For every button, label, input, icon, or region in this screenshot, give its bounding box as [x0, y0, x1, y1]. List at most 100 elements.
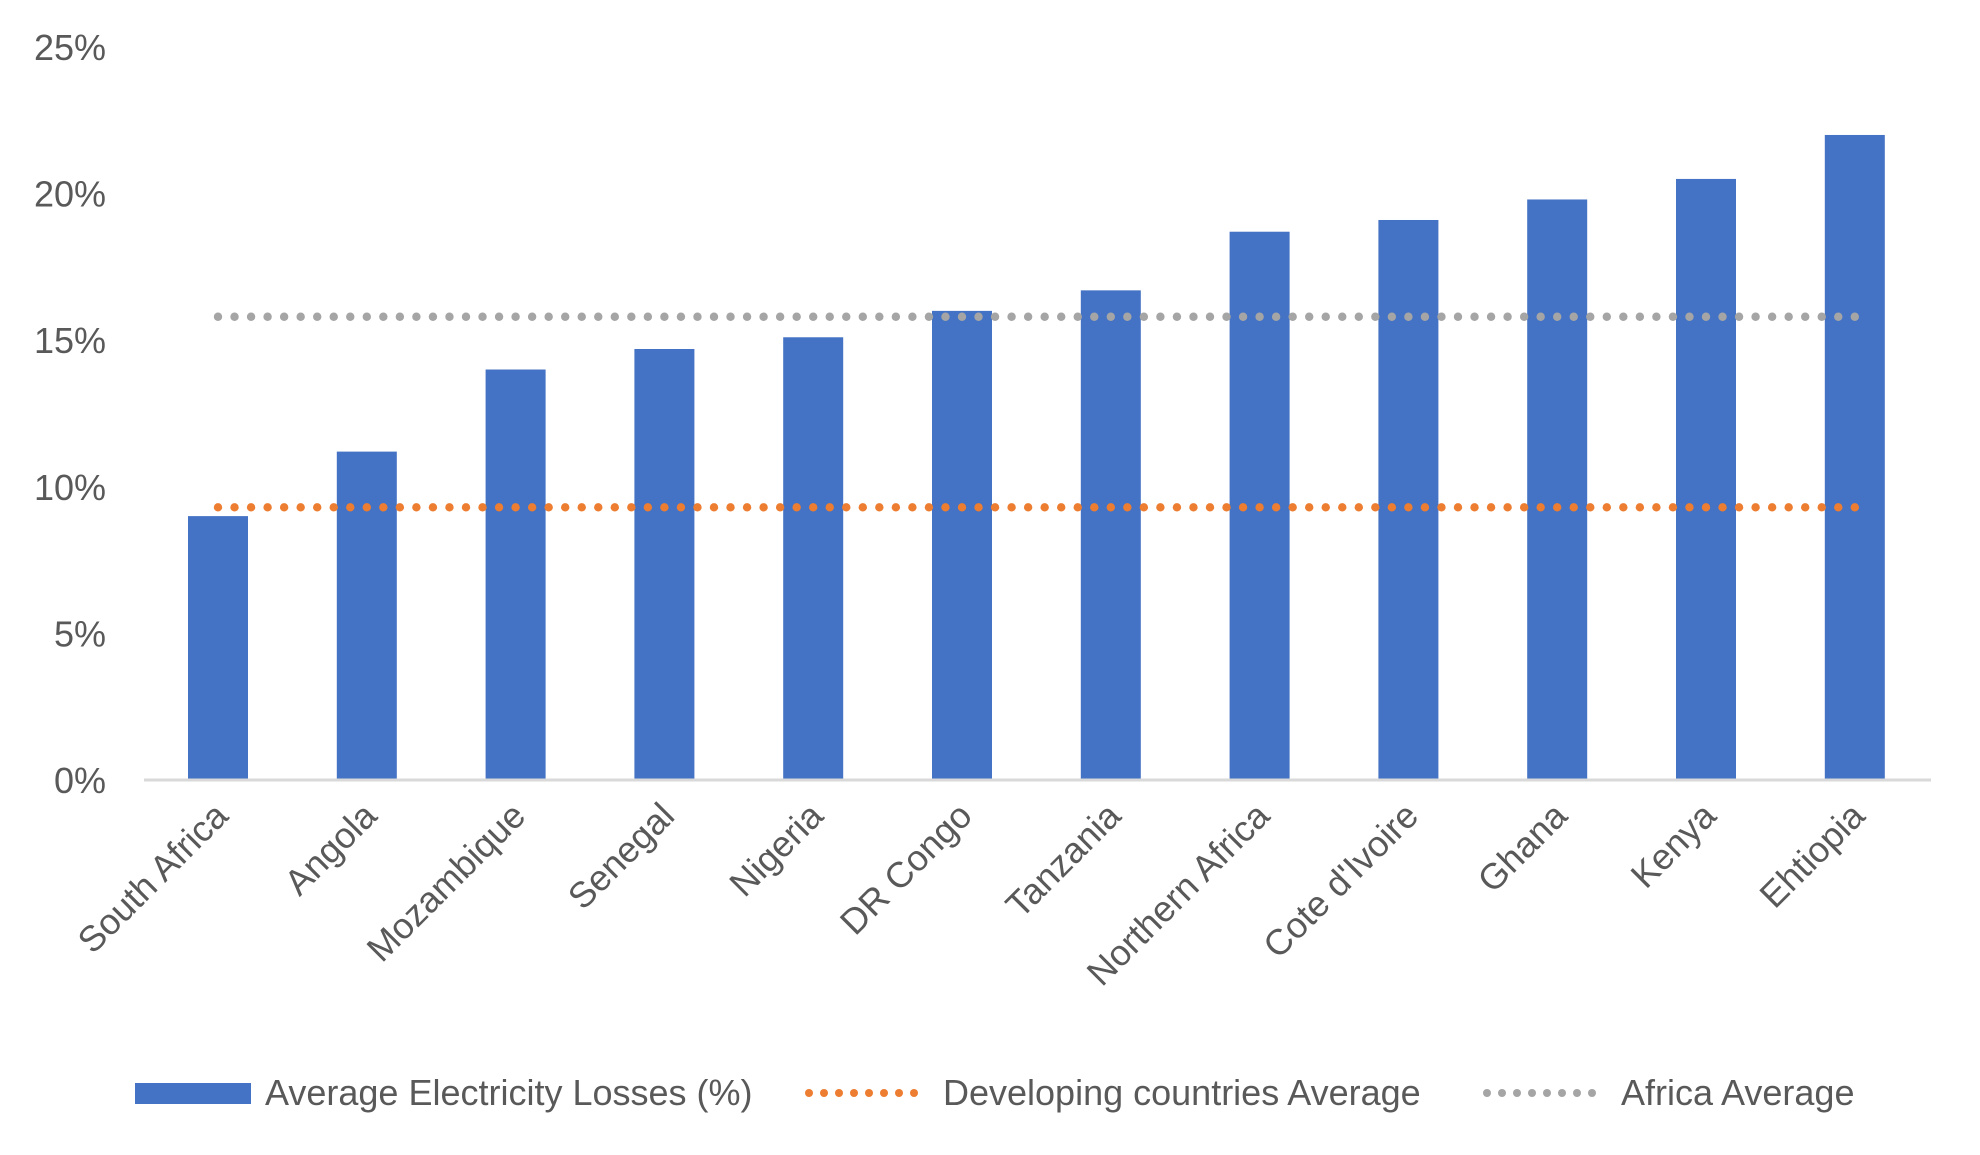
bar: [1824, 134, 1885, 780]
line-dot: [395, 312, 405, 321]
line-dot: [726, 503, 735, 512]
line-dot: [1453, 312, 1463, 321]
line-dot: [941, 312, 950, 321]
x-tick-label: Cote d'Ivoire: [1255, 795, 1426, 966]
line-dot: [1420, 312, 1430, 321]
bar: [485, 369, 546, 780]
legend-dot: [895, 1089, 903, 1097]
line-dot: [213, 503, 223, 512]
line-dot: [577, 503, 586, 512]
line-dot: [395, 503, 405, 512]
legend-swatch-dotted-grey: [1483, 1089, 1603, 1097]
line-dot: [544, 312, 553, 321]
line-dot: [1817, 312, 1826, 321]
legend-item-africa-average: Africa Average: [1483, 1066, 1854, 1120]
legend-dot: [1498, 1089, 1506, 1097]
legend-label: Average Electricity Losses (%): [265, 1072, 753, 1113]
line-dot: [1007, 503, 1016, 512]
bar-series: [188, 134, 1885, 781]
line-dot: [313, 312, 322, 321]
line-dot: [1817, 503, 1826, 512]
line-dot: [1586, 312, 1595, 321]
line-dot: [1553, 312, 1562, 321]
line-dot: [957, 312, 967, 321]
line-dot: [379, 312, 388, 321]
line-dot: [494, 312, 504, 321]
line-dot: [1073, 312, 1082, 321]
line-dot: [461, 503, 471, 512]
line-dot: [1850, 503, 1860, 512]
line-dot: [296, 312, 305, 321]
bar: [634, 348, 695, 780]
line-dot: [1801, 312, 1810, 321]
line-dot: [1222, 503, 1231, 512]
line-dot: [610, 503, 619, 512]
line-dot: [676, 503, 686, 512]
line-dot: [1123, 312, 1132, 321]
line-dot: [329, 312, 338, 321]
bar: [1527, 199, 1588, 781]
line-dot: [627, 312, 636, 321]
line-dot: [461, 312, 471, 321]
line-dot: [1718, 503, 1727, 512]
legend-dot: [1543, 1089, 1551, 1097]
line-dot: [891, 312, 901, 321]
line-dot: [1354, 312, 1364, 321]
line-dot: [412, 312, 421, 321]
line-dot: [1586, 503, 1595, 512]
line-dot: [990, 503, 1000, 512]
line-dot: [693, 312, 702, 321]
line-dot: [908, 503, 917, 512]
line-dot: [428, 503, 438, 512]
line-dot: [1437, 503, 1446, 512]
line-dot: [1685, 503, 1694, 512]
line-dot: [379, 503, 388, 512]
y-axis: 0% 5% 10% 15% 20% 25%: [34, 27, 106, 801]
line-dot: [213, 312, 223, 321]
line-dot: [990, 312, 1000, 321]
line-dot: [346, 503, 355, 512]
line-dot: [1338, 312, 1347, 321]
line-dot: [775, 503, 785, 512]
line-dot: [1784, 312, 1793, 321]
line-dot: [1503, 312, 1512, 321]
line-dot: [1834, 312, 1843, 321]
line-dot: [1305, 312, 1314, 321]
x-tick-label: Angola: [276, 794, 385, 903]
line-dot: [279, 503, 289, 512]
line-dot: [1453, 503, 1463, 512]
line-dot: [577, 312, 586, 321]
line-dot: [1652, 312, 1661, 321]
line-dot: [1189, 503, 1198, 512]
line-dot: [594, 503, 603, 512]
line-dot: [825, 503, 834, 512]
line-dot: [610, 312, 619, 321]
line-dot: [1271, 312, 1281, 321]
line-dot: [1404, 312, 1413, 321]
line-dot: [842, 312, 851, 321]
line-dot: [875, 503, 884, 512]
line-dot: [759, 503, 768, 512]
line-dot: [494, 503, 504, 512]
line-dot: [1635, 312, 1645, 321]
bar: [336, 451, 397, 780]
line-dot: [594, 312, 603, 321]
line-dot: [1619, 312, 1628, 321]
line-dot: [1288, 312, 1297, 321]
line-dot: [1569, 312, 1578, 321]
line-dot: [230, 312, 239, 321]
line-dot: [1668, 312, 1678, 321]
legend-item-developing-average: Developing countries Average: [805, 1066, 1421, 1120]
legend-dot: [880, 1089, 888, 1097]
y-tick-label: 15%: [34, 320, 106, 361]
legend-dot: [1513, 1089, 1521, 1097]
line-dot: [1701, 312, 1711, 321]
legend-dot: [1573, 1089, 1581, 1097]
line-dot: [296, 503, 305, 512]
line-dot: [279, 312, 289, 321]
bar: [1378, 219, 1439, 780]
line-dot: [660, 312, 669, 321]
dotted-line-developing-countries-average: [213, 503, 1860, 512]
line-dot: [742, 312, 752, 321]
line-dot: [544, 503, 553, 512]
